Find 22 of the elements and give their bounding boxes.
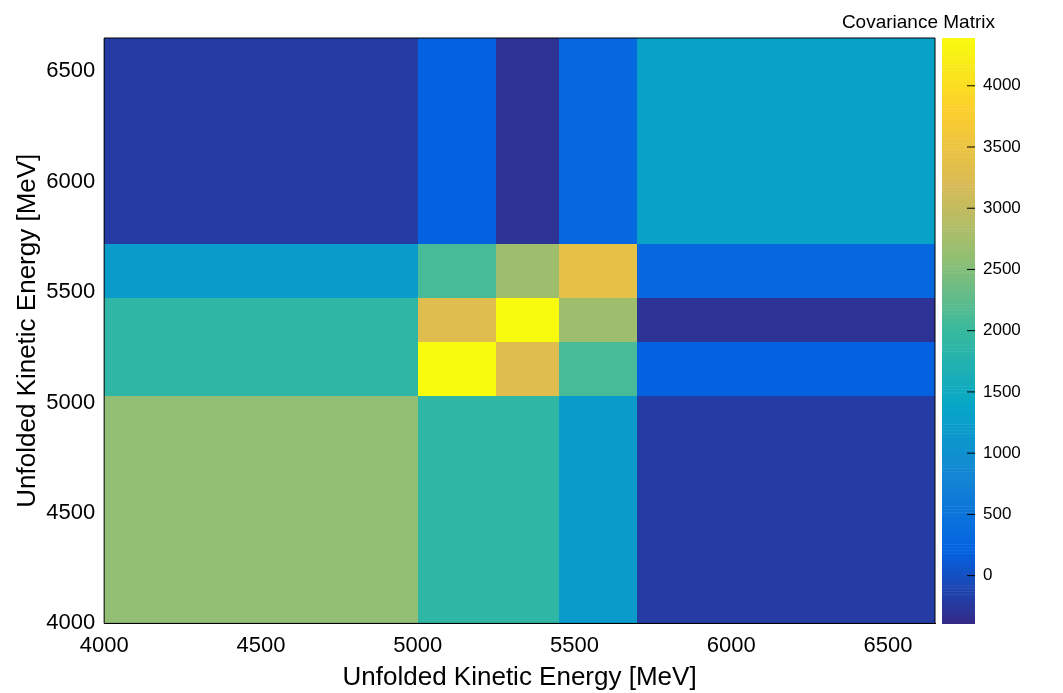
y-axis-title: Unfolded Kinetic Energy [MeV] xyxy=(10,153,41,508)
color-bar-label: 3000 xyxy=(983,197,1021,217)
color-bar-label: 2000 xyxy=(983,320,1021,340)
chart-title: Covariance Matrix xyxy=(841,10,996,32)
x-tick-label: 4500 xyxy=(236,631,286,657)
color-bar-label: 2500 xyxy=(983,259,1021,279)
y-tick-label: 5500 xyxy=(46,278,96,304)
color-bar-label: 4000 xyxy=(983,75,1021,95)
x-tick-label: 6500 xyxy=(863,631,913,657)
y-tick-label: 6500 xyxy=(46,57,96,83)
x-tick-label: 5000 xyxy=(393,631,443,657)
color-bar-label: 1500 xyxy=(983,381,1021,401)
color-bar-label: 3500 xyxy=(983,136,1021,156)
y-tick-label: 4500 xyxy=(46,499,96,525)
x-tick-label: 6000 xyxy=(706,631,756,657)
y-tick-label: 5000 xyxy=(46,388,96,414)
x-tick-label: 5500 xyxy=(549,631,599,657)
y-tick-label: 6000 xyxy=(46,167,96,193)
color-bar-label: 0 xyxy=(983,565,993,585)
color-bar-label: 1000 xyxy=(983,442,1021,462)
color-bar-label: 500 xyxy=(983,504,1012,524)
x-axis-title: Unfolded Kinetic Energy [MeV] xyxy=(342,660,697,691)
